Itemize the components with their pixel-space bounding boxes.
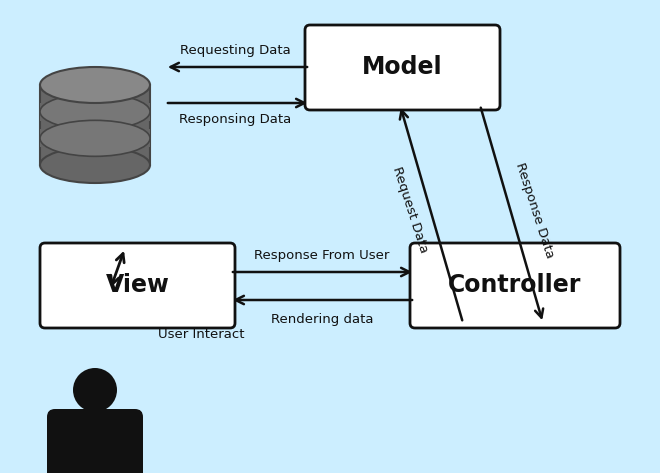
- Text: Model: Model: [362, 55, 443, 79]
- Text: Rendering data: Rendering data: [271, 313, 374, 326]
- FancyBboxPatch shape: [40, 243, 235, 328]
- Ellipse shape: [40, 94, 150, 130]
- Ellipse shape: [40, 120, 150, 157]
- Bar: [40, 85, 150, 165]
- FancyBboxPatch shape: [410, 243, 620, 328]
- Text: Requesting Data: Requesting Data: [180, 44, 290, 57]
- Circle shape: [73, 368, 117, 412]
- Bar: [40, 103, 150, 121]
- FancyBboxPatch shape: [305, 25, 500, 110]
- FancyBboxPatch shape: [47, 409, 143, 473]
- Bar: [40, 129, 150, 147]
- Text: View: View: [106, 273, 170, 298]
- Text: User Interact: User Interact: [158, 329, 244, 342]
- Ellipse shape: [40, 147, 150, 183]
- Text: Response From User: Response From User: [254, 249, 389, 262]
- Text: Request Data: Request Data: [390, 165, 430, 255]
- Text: Controller: Controller: [448, 273, 581, 298]
- Ellipse shape: [40, 67, 150, 103]
- Text: Response Data: Response Data: [513, 160, 556, 260]
- Text: Responsing Data: Responsing Data: [179, 113, 291, 126]
